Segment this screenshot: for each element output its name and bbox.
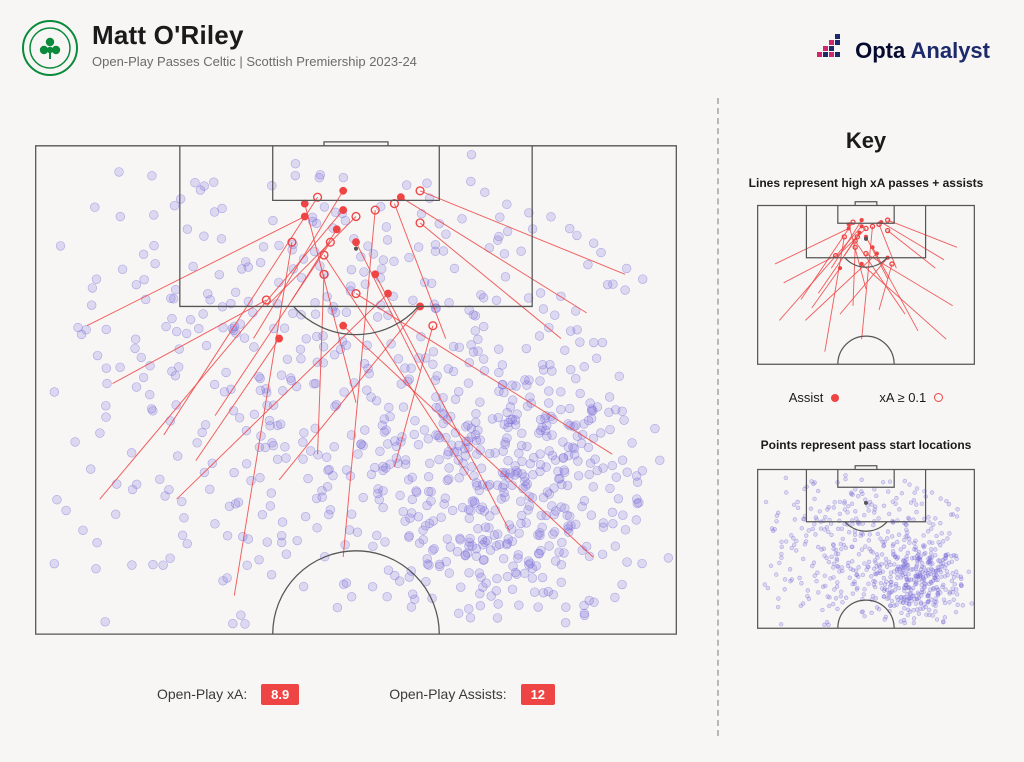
stats-row: Open-Play xA: 8.9 Open-Play Assists: 12 [28,684,684,705]
main-pitch-chart [28,138,684,638]
header: Matt O'Riley Open-Play Passes Celtic | S… [22,20,417,76]
legend-xa: xA ≥ 0.1 [879,390,943,405]
filled-dot-icon [831,394,839,402]
page-root: Matt O'Riley Open-Play Passes Celtic | S… [0,0,1024,762]
legend-assist: Assist [789,390,840,405]
stat-assists-label: Open-Play Assists: [389,686,507,702]
legend: Assist xA ≥ 0.1 [738,390,994,405]
brand-text: Opta Analyst [855,38,990,64]
key-title: Key [738,128,994,154]
club-crest-icon [22,20,78,76]
legend-assist-label: Assist [789,390,824,405]
subtitle: Open-Play Passes Celtic | Scottish Premi… [92,54,417,69]
opta-logo-icon [817,34,845,67]
vertical-divider [717,98,719,736]
key-pitch-points [750,462,982,632]
stat-xa-value: 8.9 [261,684,299,705]
brand-word-2: Analyst [911,38,990,63]
key-lines-label: Lines represent high xA passes + assists [738,176,994,190]
stat-xa: Open-Play xA: 8.9 [157,684,299,705]
header-text: Matt O'Riley Open-Play Passes Celtic | S… [92,20,417,69]
open-dot-icon [934,393,943,402]
stat-xa-label: Open-Play xA: [157,686,247,702]
key-points-label: Points represent pass start locations [738,438,994,452]
brand: Opta Analyst [817,34,990,67]
stat-assists-value: 12 [521,684,555,705]
legend-xa-label: xA ≥ 0.1 [879,390,926,405]
stat-assists: Open-Play Assists: 12 [389,684,555,705]
player-name: Matt O'Riley [92,20,417,51]
brand-word-1: Opta [855,38,905,63]
key-pitch-lines [750,198,982,368]
